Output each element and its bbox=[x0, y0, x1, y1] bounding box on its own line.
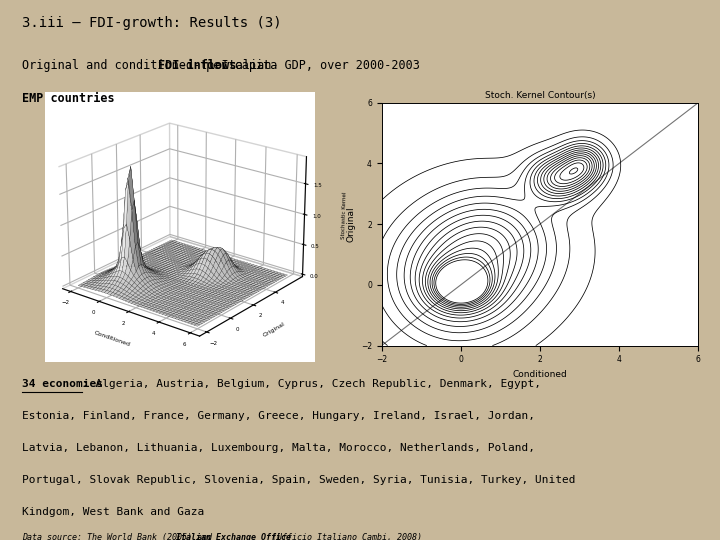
Text: 3.iii – FDI-growth: Results (3): 3.iii – FDI-growth: Results (3) bbox=[22, 16, 282, 30]
Text: 34 economies: 34 economies bbox=[22, 379, 102, 389]
Text: FDI-inflows: FDI-inflows bbox=[158, 59, 236, 72]
X-axis label: Conditioned: Conditioned bbox=[513, 370, 567, 379]
Text: EMP countries: EMP countries bbox=[22, 92, 114, 105]
Text: Italian Exchange Office: Italian Exchange Office bbox=[176, 533, 291, 540]
Text: Kindgom, West Bank and Gaza: Kindgom, West Bank and Gaza bbox=[22, 507, 204, 517]
Text: per capita GDP, over 2000-2003: per capita GDP, over 2000-2003 bbox=[199, 59, 420, 72]
Y-axis label: Original: Original bbox=[263, 321, 287, 338]
Text: : Algeria, Austria, Belgium, Cyprus, Czech Republic, Denmark, Egypt,: : Algeria, Austria, Belgium, Cyprus, Cze… bbox=[81, 379, 541, 389]
Y-axis label: Original: Original bbox=[346, 206, 355, 242]
Text: Latvia, Lebanon, Lithuania, Luxembourg, Malta, Morocco, Netherlands, Poland,: Latvia, Lebanon, Lithuania, Luxembourg, … bbox=[22, 443, 534, 453]
Title: Stoch. Kernel Contour(s): Stoch. Kernel Contour(s) bbox=[485, 91, 595, 100]
Text: Portugal, Slovak Republic, Slovenia, Spain, Sweden, Syria, Tunisia, Turkey, Unit: Portugal, Slovak Republic, Slovenia, Spa… bbox=[22, 475, 575, 485]
Text: (Ufficio Italiano Cambi, 2008): (Ufficio Italiano Cambi, 2008) bbox=[267, 533, 422, 540]
Text: Original and conditioned-to-Italian-: Original and conditioned-to-Italian- bbox=[22, 59, 278, 72]
Text: Data source: The World Bank (2005) and: Data source: The World Bank (2005) and bbox=[22, 533, 217, 540]
X-axis label: Conditioned: Conditioned bbox=[93, 330, 130, 347]
Text: Estonia, Finland, France, Germany, Greece, Hungary, Ireland, Israel, Jordan,: Estonia, Finland, France, Germany, Greec… bbox=[22, 411, 534, 421]
